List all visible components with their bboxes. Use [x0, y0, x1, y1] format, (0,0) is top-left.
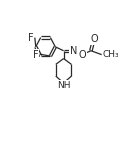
Text: F: F [33, 50, 39, 60]
Text: N: N [70, 46, 77, 56]
Text: NH: NH [57, 81, 70, 90]
Text: O: O [90, 34, 98, 44]
Text: F: F [28, 33, 34, 43]
Text: O: O [78, 50, 86, 60]
Text: CH₃: CH₃ [102, 50, 119, 59]
